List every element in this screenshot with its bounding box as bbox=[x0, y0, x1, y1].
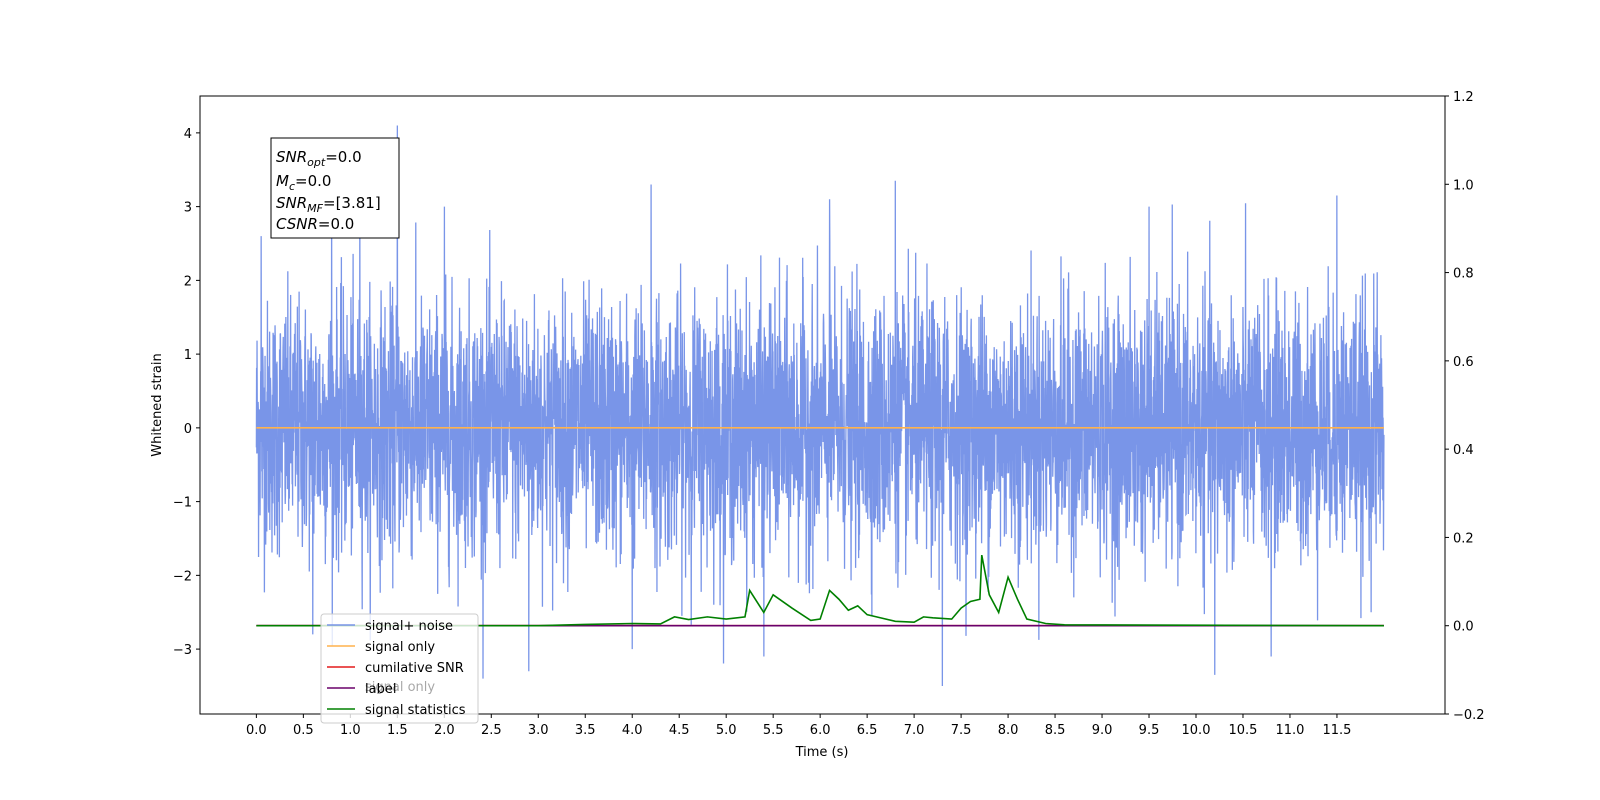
x-tick-label: 7.0 bbox=[904, 723, 925, 738]
y-tick-label: 0 bbox=[184, 422, 192, 437]
y2-tick-label: 0.4 bbox=[1453, 443, 1474, 458]
y2-tick-label: 1.2 bbox=[1453, 90, 1474, 105]
plot-frame bbox=[199, 95, 1446, 715]
x-tick-label: 5.5 bbox=[763, 723, 784, 738]
plot-area bbox=[255, 125, 1385, 686]
x-axis-label: Time (s) bbox=[795, 745, 849, 760]
x-tick-label: 1.5 bbox=[387, 723, 408, 738]
y-tick-label: 4 bbox=[184, 127, 192, 142]
y2-tick-label: 0.2 bbox=[1453, 531, 1474, 546]
mc-text: Mc=0.0 bbox=[276, 172, 331, 193]
x-tick-label: 11.0 bbox=[1275, 723, 1304, 738]
x-tick-label: 5.0 bbox=[716, 723, 737, 738]
legend-label: signal statistics bbox=[365, 703, 466, 718]
y2-tick-label: −0.2 bbox=[1453, 708, 1485, 723]
legend-hidden-text: signal only bbox=[365, 680, 435, 695]
annotation-box: SNRopt=0.0 Mc=0.0 SNRMF=[3.81] CSNR=0.0 bbox=[270, 137, 400, 239]
y2-axis: −0.2 0.0 0.2 0.4 0.6 0.8 1.0 1.2 bbox=[1445, 90, 1485, 723]
y-tick-label: −1 bbox=[173, 496, 192, 511]
legend-label: cumilative SNR bbox=[365, 661, 464, 676]
y-tick-label: −2 bbox=[173, 569, 192, 584]
x-tick-label: 10.0 bbox=[1182, 723, 1211, 738]
x-tick-label: 6.5 bbox=[857, 723, 878, 738]
x-tick-label: 3.0 bbox=[528, 723, 549, 738]
legend-label: signal+ noise bbox=[365, 619, 453, 634]
x-tick-label: 7.5 bbox=[951, 723, 972, 738]
legend-label: signal only bbox=[365, 640, 435, 655]
x-tick-label: 4.5 bbox=[669, 723, 690, 738]
y-axis: −3 −2 −1 0 1 2 3 4 bbox=[173, 127, 200, 658]
x-tick-label: 9.0 bbox=[1092, 723, 1113, 738]
x-tick-label: 0.0 bbox=[246, 723, 267, 738]
x-tick-label: 4.0 bbox=[622, 723, 643, 738]
series-signal-statistics bbox=[256, 554, 1384, 627]
x-tick-label: 11.5 bbox=[1322, 723, 1351, 738]
x-tick-label: 8.0 bbox=[998, 723, 1019, 738]
series-signal-noise bbox=[255, 125, 1385, 686]
x-axis: 0.0 0.5 1.0 1.5 2.0 2.5 3.0 3.5 4.0 4.5 5.0 5.5 6.0 6… bbox=[246, 714, 1351, 738]
y-axis-label: Whitened strain bbox=[150, 353, 165, 456]
y-tick-label: −3 bbox=[173, 643, 192, 658]
x-tick-label: 2.0 bbox=[434, 723, 455, 738]
x-tick-label: 9.5 bbox=[1139, 723, 1160, 738]
x-tick-label: 10.5 bbox=[1229, 723, 1258, 738]
y2-tick-label: 0.8 bbox=[1453, 267, 1474, 282]
x-tick-label: 6.0 bbox=[810, 723, 831, 738]
x-tick-label: 1.0 bbox=[340, 723, 361, 738]
snr-opt-text: SNRopt=0.0 bbox=[276, 148, 362, 169]
y-tick-label: 1 bbox=[184, 348, 192, 363]
legend-label: label bbox=[365, 682, 396, 697]
x-tick-label: 2.5 bbox=[481, 723, 502, 738]
x-tick-label: 8.5 bbox=[1045, 723, 1066, 738]
legend: signal only signal+ noise signal only cumi… bbox=[320, 613, 479, 724]
y-tick-label: 2 bbox=[184, 274, 192, 289]
x-tick-label: 3.5 bbox=[575, 723, 596, 738]
y2-tick-label: 0.0 bbox=[1453, 620, 1474, 635]
y2-tick-label: 0.6 bbox=[1453, 355, 1474, 370]
snr-mf-text: SNRMF=[3.81] bbox=[276, 194, 381, 215]
y-tick-label: 3 bbox=[184, 201, 192, 216]
x-tick-label: 0.5 bbox=[293, 723, 314, 738]
csnr-text: CSNR=0.0 bbox=[276, 215, 354, 233]
y2-tick-label: 1.0 bbox=[1453, 178, 1474, 193]
